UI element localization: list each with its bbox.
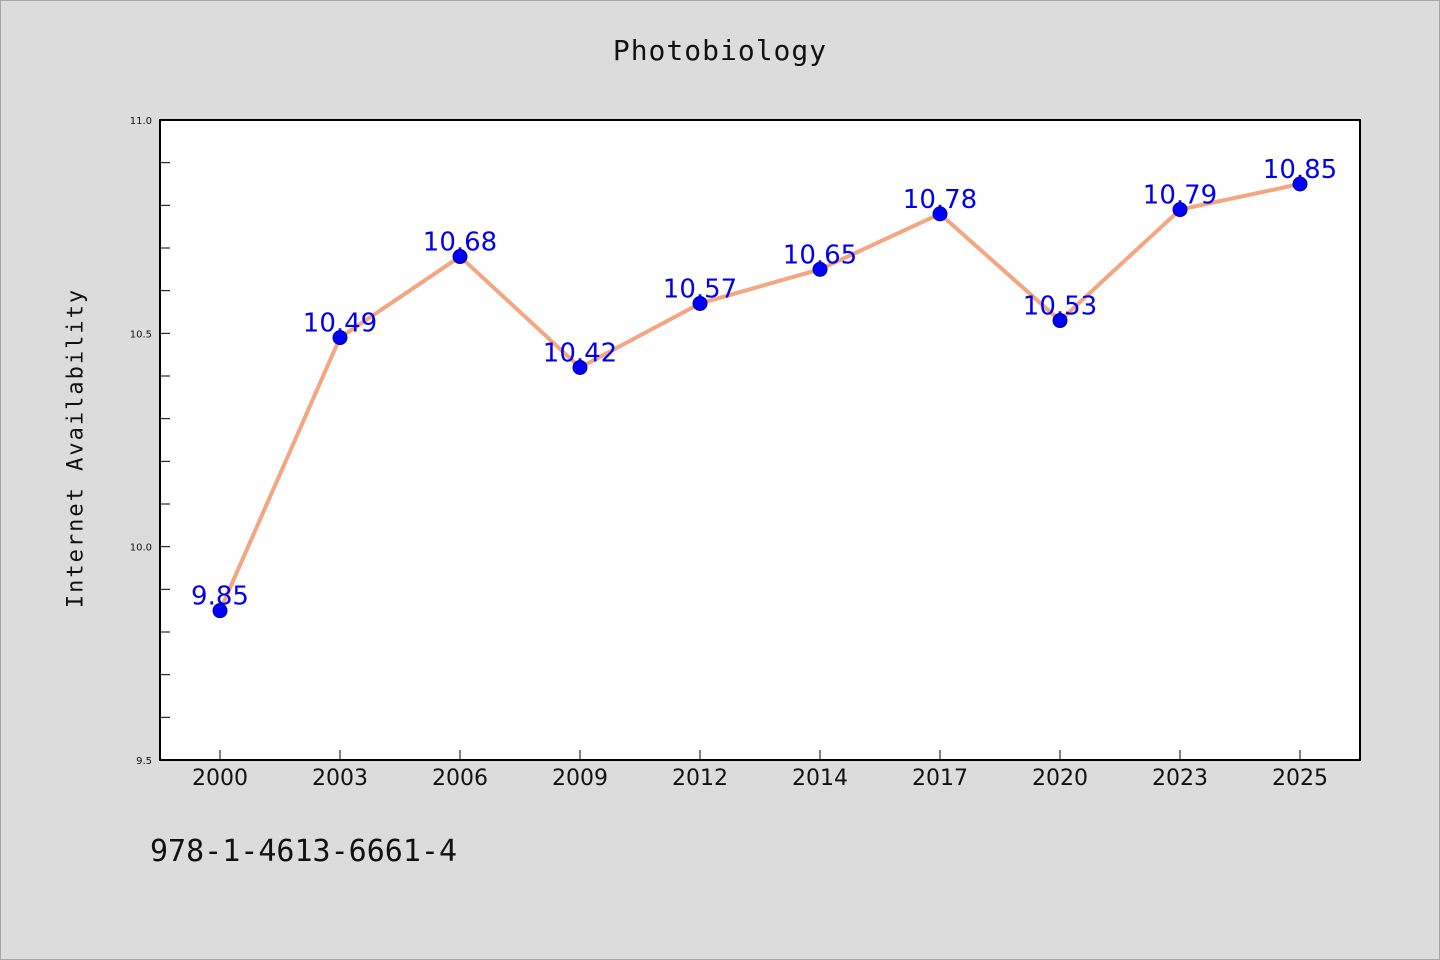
data-label: 9.85: [191, 582, 249, 612]
data-label: 10.42: [543, 338, 617, 368]
data-label: 10.78: [903, 185, 977, 215]
data-labels: 9.85 10.49 10.68 10.42 10.57 10.65 10.78 10.53 1…: [191, 155, 1337, 612]
data-label: 10.68: [423, 228, 497, 258]
data-label: 10.53: [1023, 292, 1097, 322]
isbn-footer: 978-1-4613-6661-4: [150, 834, 458, 869]
data-point: [572, 359, 588, 375]
data-point: [812, 261, 828, 277]
y-tick-label: 9.5: [136, 756, 152, 767]
data-label: 10.79: [1143, 181, 1217, 211]
data-label: 10.57: [663, 274, 737, 304]
series-line: [218, 182, 1301, 612]
x-tick-label: 2020: [1032, 766, 1088, 791]
y-tick-label: 10.5: [130, 329, 152, 340]
data-point: [1172, 202, 1188, 218]
data-point: [932, 206, 948, 222]
x-tick-label: 2023: [1152, 766, 1208, 791]
data-label: 10.85: [1263, 155, 1337, 185]
chart-title: Photobiology: [612, 34, 828, 67]
x-tick-label: 2009: [552, 766, 608, 791]
x-tick-label: 2000: [192, 766, 248, 791]
data-point: [1292, 176, 1308, 192]
data-points: [212, 176, 1308, 619]
data-point: [452, 249, 468, 265]
x-tick-label: 2012: [672, 766, 728, 791]
data-point: [1052, 313, 1068, 329]
data-label: 10.49: [303, 309, 377, 339]
x-tick-label: 2014: [792, 766, 848, 791]
data-point: [692, 295, 708, 311]
y-tick-label: 11.0: [130, 116, 152, 127]
y-tick-label: 10.0: [130, 543, 152, 554]
x-tick-label: 2003: [312, 766, 368, 791]
x-tick-label: 2006: [432, 766, 488, 791]
data-point: [332, 330, 348, 346]
data-point: [212, 603, 228, 619]
data-label: 10.65: [783, 240, 857, 270]
x-axis: 2000 2003 2006 2009 2012 2014 2017 2020 2023 2025: [192, 750, 1328, 791]
x-tick-label: 2025: [1272, 766, 1328, 791]
y-axis: 9.5 10.0 10.5 11.0: [130, 116, 170, 767]
x-tick-label: 2017: [912, 766, 968, 791]
